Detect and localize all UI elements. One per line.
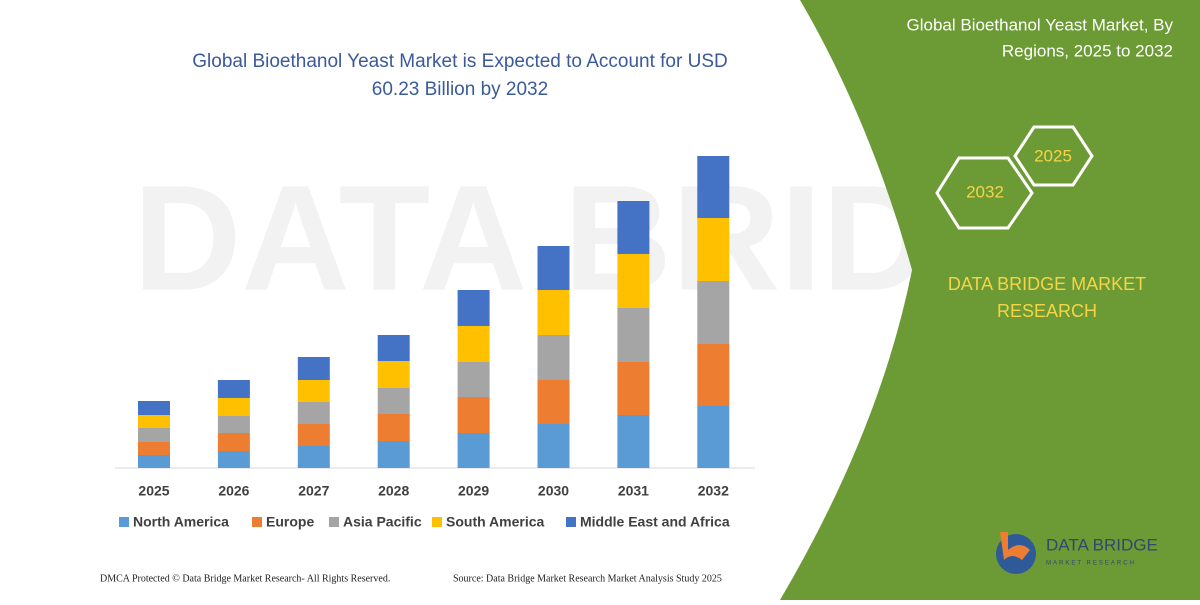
bar-segment <box>217 416 250 433</box>
bar-segment <box>537 246 570 290</box>
x-tick-label: 2032 <box>698 483 729 499</box>
brand-text: DATA BRIDGE MARKET <box>948 274 1146 294</box>
legend-swatch <box>329 517 339 527</box>
bar-segment <box>457 362 490 397</box>
brand-text: RESEARCH <box>997 301 1097 321</box>
bar-segment <box>297 380 330 402</box>
legend-label: North America <box>133 514 229 530</box>
x-tick-label: 2027 <box>298 483 329 499</box>
legend-swatch <box>119 517 129 527</box>
x-tick-label: 2028 <box>378 483 409 499</box>
bar-segment <box>617 254 650 308</box>
bar-segment <box>138 455 170 468</box>
chart-title: Global Bioethanol Yeast Market is Expect… <box>192 51 727 72</box>
panel-title: Regions, 2025 to 2032 <box>1002 41 1173 60</box>
legend-swatch <box>566 517 576 527</box>
bar-segment <box>377 361 410 388</box>
bar-segment <box>457 397 490 433</box>
x-tick-label: 2031 <box>618 483 649 499</box>
bar-segment <box>217 451 250 468</box>
bar-segment <box>617 362 650 415</box>
bar-segment <box>537 380 570 424</box>
bar-segment <box>697 406 730 468</box>
legend-swatch <box>432 517 442 527</box>
bar-segment <box>697 281 730 344</box>
bar-segment <box>457 326 490 362</box>
x-tick-label: 2029 <box>458 483 489 499</box>
legend-label: South America <box>446 514 544 530</box>
bar-segment <box>537 290 570 335</box>
bar-segment <box>377 441 410 468</box>
bar-segment <box>217 433 250 451</box>
bar-segment <box>697 218 730 281</box>
bar-segment <box>617 201 650 254</box>
logo-name: DATA BRIDGE <box>1046 535 1158 554</box>
footer-text: Source: Data Bridge Market Research Mark… <box>453 573 722 584</box>
panel-title: Global Bioethanol Yeast Market, By <box>907 15 1174 34</box>
hexagon <box>935 156 1034 230</box>
bar-segment <box>377 388 410 414</box>
bar-segment <box>537 335 570 380</box>
bar-segment <box>217 380 250 398</box>
bar-segment <box>297 424 330 446</box>
bar-segment <box>697 156 730 218</box>
x-tick-label: 2026 <box>218 483 249 499</box>
x-tick-label: 2025 <box>138 483 169 499</box>
green-panel <box>780 0 1200 600</box>
bar-segment <box>297 357 330 380</box>
bar-segment <box>377 335 410 361</box>
bar-segment <box>297 446 330 468</box>
bar-segment <box>138 442 170 455</box>
hexagon-label: 2025 <box>1034 146 1072 165</box>
legend-label: Asia Pacific <box>343 514 422 530</box>
hexagon-label: 2032 <box>966 182 1004 201</box>
x-tick-label: 2030 <box>538 483 569 499</box>
logo-mark <box>1000 532 1030 560</box>
bar-segment <box>138 401 170 415</box>
legend-label: Middle East and Africa <box>580 514 730 530</box>
bar-segment <box>217 398 250 416</box>
bar-segment <box>377 414 410 441</box>
bar-segment <box>457 290 490 326</box>
bar-segment <box>537 424 570 468</box>
bar-segment <box>457 433 490 468</box>
bar-segment <box>697 344 730 406</box>
legend-label: Europe <box>266 514 314 530</box>
bar-segment <box>138 415 170 428</box>
bar-segment <box>617 415 650 468</box>
bar-segment <box>617 308 650 362</box>
chart-title: 60.23 Billion by 2032 <box>372 79 548 100</box>
logo-tagline: MARKET RESEARCH <box>1046 561 1136 567</box>
hexagon <box>1013 125 1094 187</box>
bar-segment <box>297 402 330 424</box>
footer-text: DMCA Protected © Data Bridge Market Rese… <box>100 573 390 584</box>
legend-swatch <box>252 517 262 527</box>
bar-segment <box>138 428 170 442</box>
